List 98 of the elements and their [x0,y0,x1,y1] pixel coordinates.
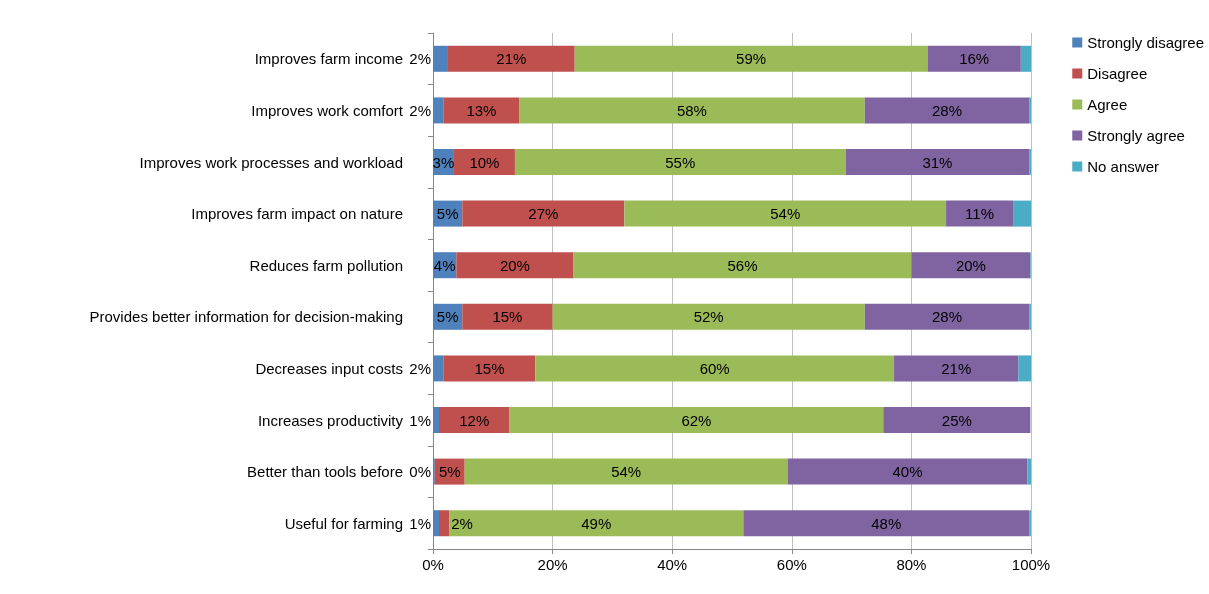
data-label: 60% [699,359,730,377]
x-tick-label: 40% [657,556,688,573]
bar [464,458,788,485]
y-tick-label: Improves work comfort [251,101,404,119]
bar [624,200,947,227]
bar [1020,45,1031,72]
data-label: 5% [436,205,459,223]
bar [1027,458,1031,485]
data-label: 54% [770,205,801,223]
bar [433,510,439,537]
y-tick-label: Useful for farming [284,514,403,532]
data-label: 16% [959,50,990,68]
data-label: 20% [955,256,986,274]
data-label: 56% [727,256,758,274]
data-label: 52% [693,308,724,326]
bar [946,200,1014,227]
data-label: 48% [871,514,902,532]
x-tick-label: 20% [537,556,568,573]
bar [433,45,448,72]
bar [438,407,510,433]
bar [1013,200,1031,227]
bar [447,45,575,72]
bar [1018,355,1031,382]
legend-label: Strongly agree [1087,127,1185,144]
bar [894,355,1019,382]
data-label: 54% [611,463,642,481]
legend-label: No answer [1087,158,1159,175]
bar [535,355,895,382]
bar [787,458,1028,485]
data-label: 59% [736,50,767,68]
y-tick-label: Improves farm impact on nature [191,205,403,223]
data-label: 40% [892,463,923,481]
bar [443,355,536,382]
bar [883,407,1031,433]
bar [552,303,865,330]
legend-label: Disagree [1087,65,1148,82]
data-label: 20% [499,256,530,274]
bar [743,510,1030,537]
data-label: 2% [451,514,473,532]
bar [509,407,884,433]
bar [519,97,865,124]
data-label: 0% [409,463,431,481]
y-tick-label: Improves farm income [254,50,403,68]
y-tick-label: Reduces farm pollution [249,256,403,274]
data-label: 25% [941,411,972,429]
bar [573,252,912,279]
bar [864,97,1030,124]
data-label: 1% [409,411,431,429]
x-tick-label: 80% [896,556,927,573]
bar [438,510,450,537]
data-label: 13% [466,101,497,119]
bar [456,252,574,279]
bar [449,510,744,537]
y-tick-label: Better than tools before [247,463,403,481]
data-label: 28% [931,308,962,326]
bar [433,355,444,382]
y-tick-label: Increases productivity [257,411,404,429]
data-label: 11% [965,205,995,223]
data-label: 27% [528,205,559,223]
data-label: 4% [433,256,456,274]
data-label: 2% [409,101,431,119]
bar [514,149,846,175]
legend-label: Agree [1087,96,1128,113]
data-label: 21% [941,359,972,377]
x-tick-label: 100% [1011,556,1051,573]
data-label: 58% [676,101,707,119]
bar [433,97,444,124]
x-tick-label: 60% [776,556,807,573]
data-label: 10% [469,153,500,171]
legend-label: Strongly disagree [1087,34,1204,51]
y-tick-label: Provides better information for decision-making [89,308,403,326]
data-label: 49% [581,514,612,532]
data-label: 31% [922,153,953,171]
y-tick-label: Improves work processes and workload [139,153,403,171]
y-tick-label: Decreases input costs [255,359,403,377]
data-label: 5% [436,308,459,326]
data-label: 12% [459,411,490,429]
data-label: 3% [432,153,455,171]
data-label: 62% [681,411,712,429]
bar [462,303,553,330]
data-label: 55% [665,153,696,171]
bar [462,200,625,227]
bar [845,149,1030,175]
bar [927,45,1021,72]
bar [443,97,520,124]
data-label: 2% [409,50,431,68]
bar [864,303,1030,330]
data-label: 2% [409,359,431,377]
bar [574,45,928,72]
x-tick-label: 0% [422,556,444,573]
data-label: 28% [931,101,962,119]
bar [433,407,439,433]
data-label: 15% [474,359,505,377]
data-label: 5% [438,463,461,481]
data-label: 1% [409,514,431,532]
data-label: 15% [492,308,523,326]
data-label: 21% [496,50,527,68]
bar [911,252,1031,279]
